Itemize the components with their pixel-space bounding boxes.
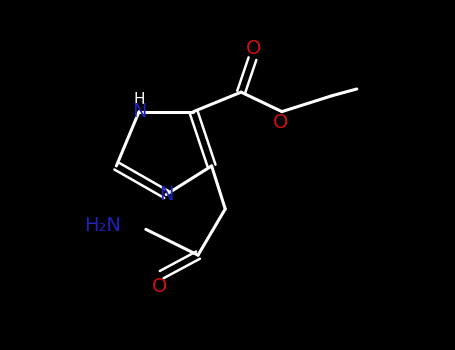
Text: H: H [133, 92, 145, 107]
Text: N: N [132, 102, 147, 121]
Text: O: O [246, 39, 261, 58]
Text: N: N [159, 185, 173, 204]
Text: H₂N: H₂N [84, 216, 121, 235]
Text: O: O [152, 277, 167, 296]
Text: O: O [273, 113, 289, 132]
